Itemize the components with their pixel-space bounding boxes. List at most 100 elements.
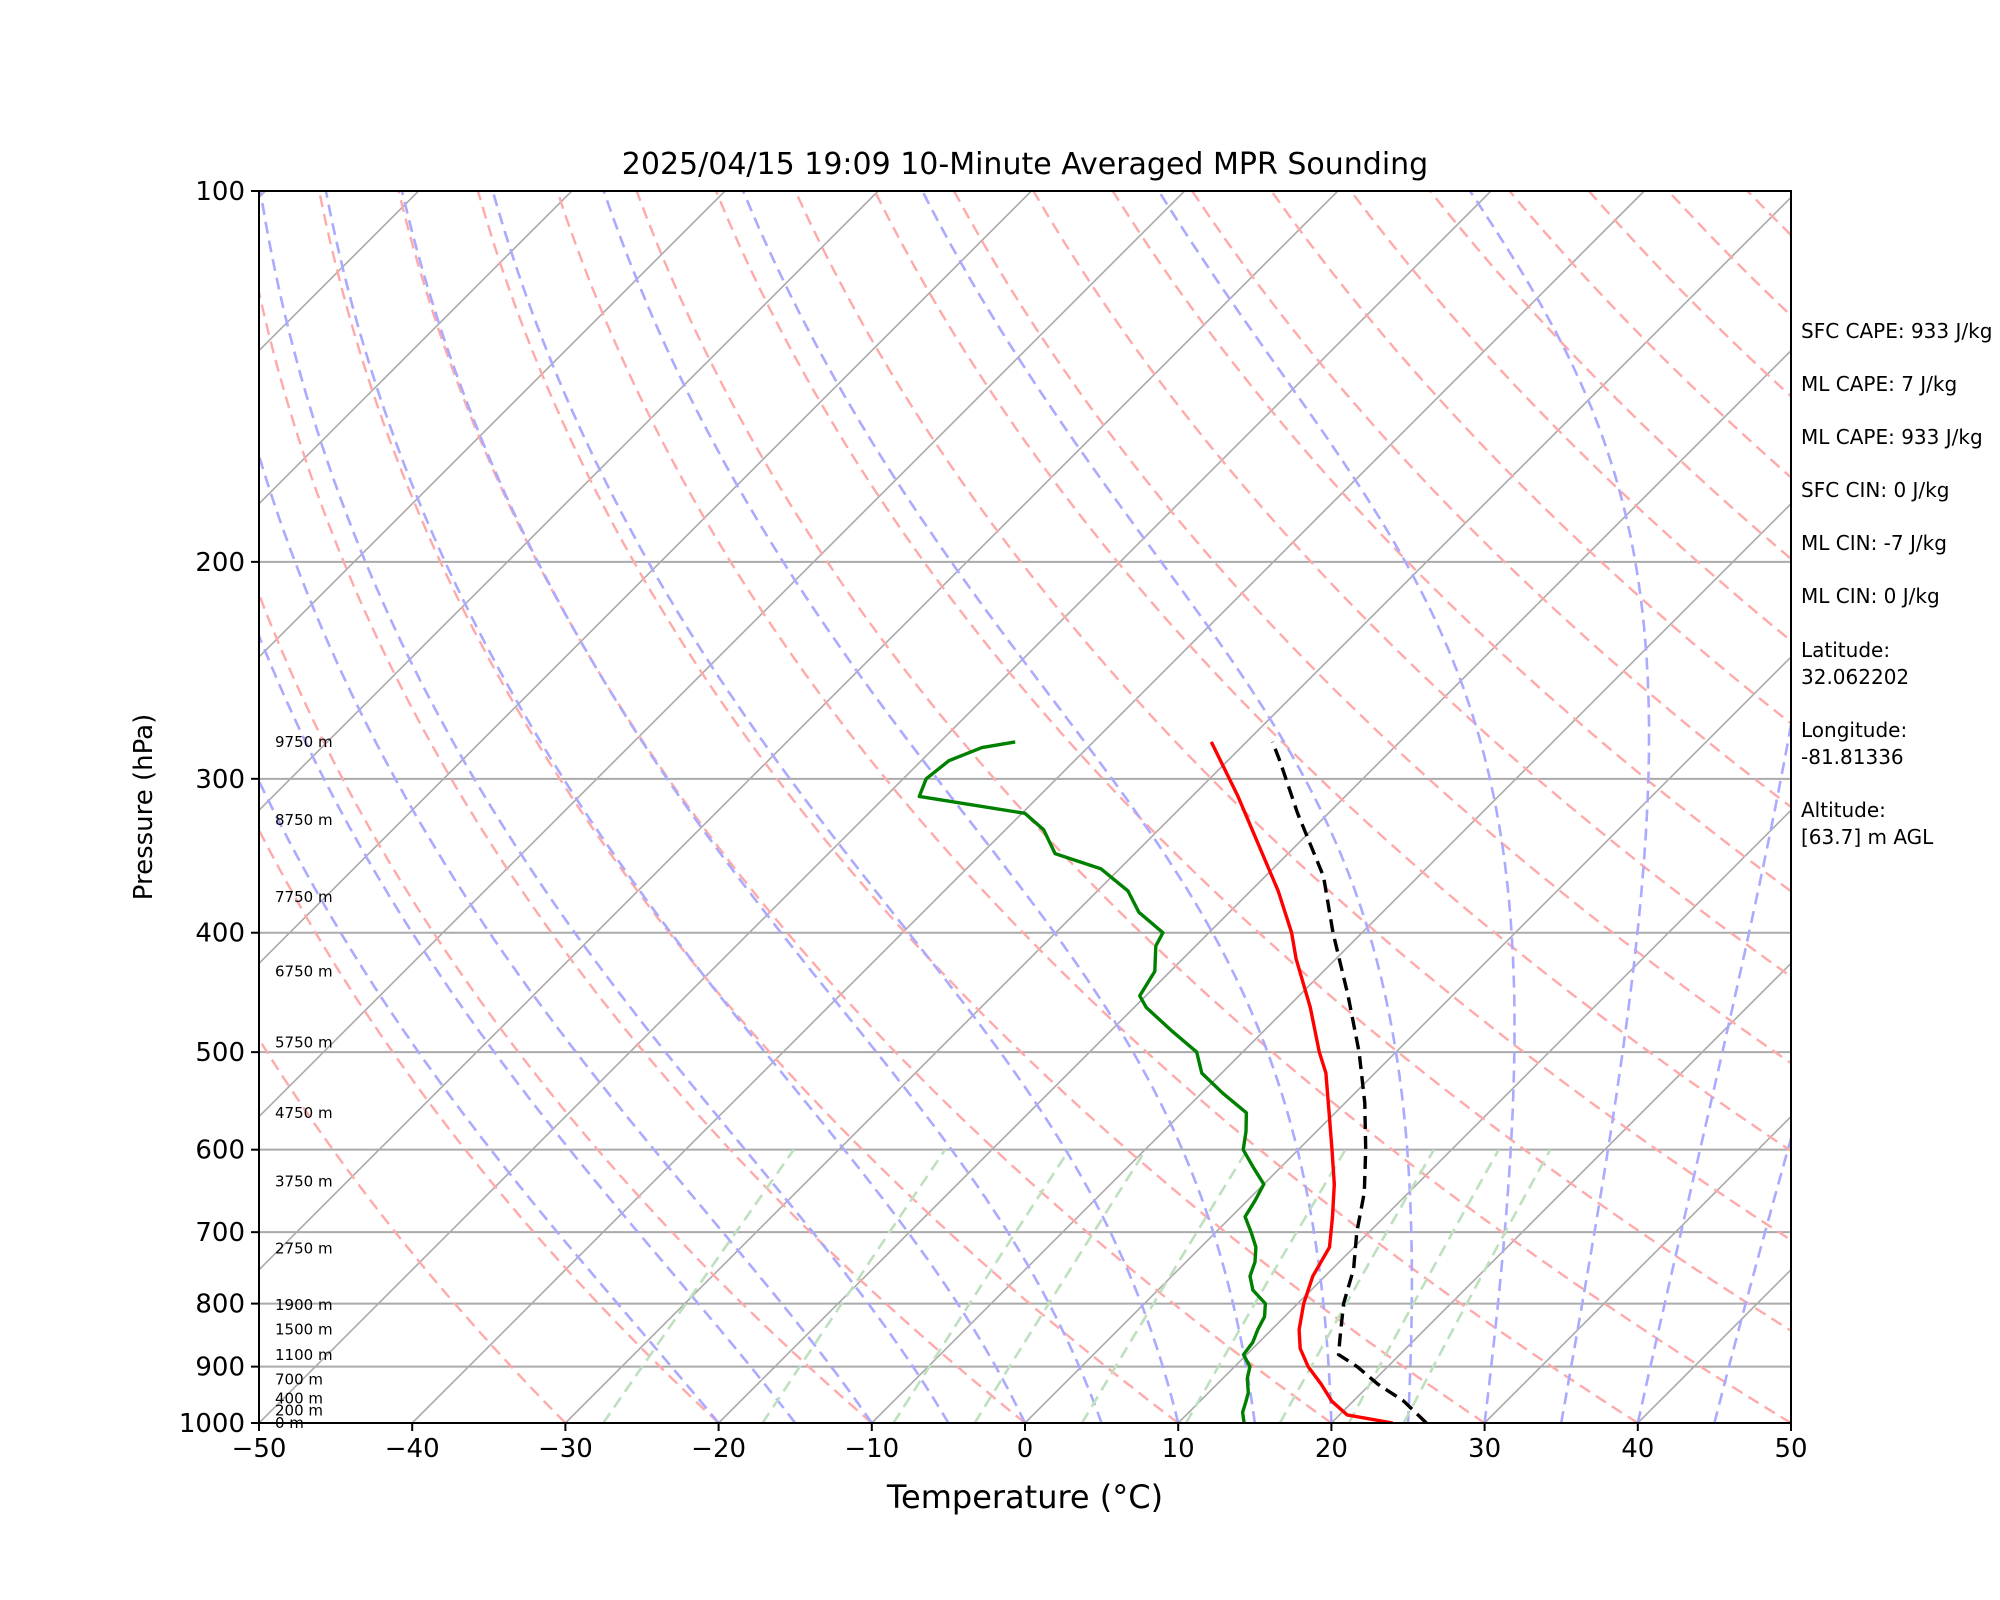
y-tick-label: 900: [195, 1353, 245, 1383]
moist-adiabat-lines: [259, 191, 1791, 1423]
height-label: 4750 m: [275, 1104, 333, 1122]
isotherm-line: [1330, 962, 1791, 1423]
sounding-profiles: [917, 740, 1428, 1423]
isotherm-line: [1177, 809, 1791, 1423]
mixing-ratio-line: [892, 1148, 1071, 1423]
x-tick-label: 30: [1468, 1434, 1501, 1464]
info-line: ML CIN: -7 J/kg: [1801, 531, 1947, 555]
moist-adiabat-line: [259, 451, 873, 1423]
moist-adiabat-line: [400, 191, 1103, 1423]
profile-line: [1209, 741, 1393, 1423]
isotherm-line: [259, 191, 1339, 1271]
height-label: 9750 m: [275, 733, 333, 751]
height-label: 7750 m: [275, 888, 333, 906]
mixing-ratio-line: [973, 1149, 1147, 1423]
height-label: 1900 m: [275, 1296, 333, 1314]
plot-frame: [258, 190, 1792, 1424]
moist-adiabat-line: [1468, 191, 1651, 1423]
y-tick-label: 600: [195, 1136, 245, 1166]
x-tick-label: −10: [844, 1434, 899, 1464]
dry-adiabat-line: [259, 286, 1026, 1423]
y-tick-label: 500: [195, 1038, 245, 1068]
info-line: Altitude:: [1801, 798, 1886, 822]
moist-adiabat-line: [491, 191, 1180, 1423]
height-label: 200 m: [275, 1402, 323, 1420]
isotherm-lines: [0, 191, 1791, 1423]
dry-adiabat-line: [714, 191, 1791, 1333]
height-label: 700 m: [275, 1371, 323, 1389]
isotherm-line: [259, 191, 879, 812]
moist-adiabat-line: [324, 191, 1027, 1423]
y-tick-label: 400: [195, 919, 245, 949]
moist-adiabat-line: [259, 632, 797, 1423]
isotherm-line: [564, 196, 1791, 1423]
info-line: Latitude:: [1801, 638, 1890, 662]
height-label: 2750 m: [275, 1240, 333, 1258]
isotherm-line: [0, 191, 112, 1423]
y-tick-label: 300: [195, 765, 245, 795]
isotherm-line: [411, 191, 1645, 1423]
dry-adiabat-line: [794, 191, 1791, 1242]
x-tick-label: −50: [232, 1434, 287, 1464]
info-line: ML CAPE: 7 J/kg: [1801, 372, 1957, 396]
profile-line: [917, 740, 1268, 1423]
profile-line: [1270, 741, 1428, 1423]
height-label: 1100 m: [275, 1346, 333, 1364]
isotherm-line: [259, 191, 1492, 1423]
y-tick-label: 800: [195, 1290, 245, 1320]
dry-adiabat-line: [556, 191, 1639, 1423]
info-line: ML CIN: 0 J/kg: [1801, 584, 1940, 608]
moist-adiabat-line: [1157, 191, 1516, 1423]
dry-adiabat-line: [259, 827, 720, 1423]
y-axis-label: Pressure (hPa): [129, 714, 159, 901]
dry-adiabat-line: [318, 191, 1179, 1423]
y-tick-label: 200: [195, 548, 245, 578]
info-line: 32.062202: [1801, 665, 1909, 689]
mixing-ratio-line: [1347, 1149, 1500, 1423]
isotherm-line: [1484, 1115, 1791, 1423]
isotherm-line: [259, 191, 573, 505]
y-tick-label: 1000: [179, 1409, 245, 1439]
dry-adiabat-line: [635, 191, 1791, 1423]
x-tick-label: −30: [538, 1434, 593, 1464]
x-tick-label: 20: [1315, 1434, 1348, 1464]
isotherm-line: [1024, 655, 1791, 1423]
background-lines: [0, 191, 1791, 1423]
x-tick-label: 0: [1017, 1434, 1034, 1464]
height-label: 0 m: [275, 1414, 304, 1432]
dry-adiabat-line: [259, 590, 873, 1423]
isotherm-line: [259, 191, 1032, 965]
isotherm-line: [259, 191, 1186, 1118]
height-label: 3750 m: [275, 1173, 333, 1191]
info-line: ML CAPE: 933 J/kg: [1801, 425, 1983, 449]
x-tick-label: 50: [1774, 1434, 1807, 1464]
y-axis: 100 200 300 400 500 600 700 800 900 1000: [179, 177, 259, 1439]
height-label: 400 m: [275, 1389, 323, 1407]
info-line: SFC CAPE: 933 J/kg: [1801, 319, 1992, 343]
x-axis-label: Temperature (°C): [886, 1478, 1163, 1516]
isotherm-line: [718, 349, 1791, 1423]
info-line: [63.7] m AGL: [1801, 825, 1934, 849]
mixing-ratio-line: [1402, 1149, 1552, 1423]
height-label: 5750 m: [275, 1033, 333, 1051]
isobar-lines: [259, 191, 1791, 1423]
x-tick-label: 10: [1162, 1434, 1195, 1464]
mixing-ratio-line: [1080, 1149, 1249, 1423]
mixing-ratio-line: [761, 1148, 947, 1423]
chart-title: 2025/04/15 19:09 10-Minute Averaged MPR …: [622, 147, 1428, 182]
mixing-ratio-line: [1278, 1149, 1436, 1423]
info-panel: SFC CAPE: 933 J/kg ML CAPE: 7 J/kg ML CAPE…: [1801, 319, 1992, 849]
moist-adiabat-line: [741, 191, 1333, 1423]
isotherm-line: [871, 502, 1791, 1423]
height-label: 1500 m: [275, 1321, 333, 1339]
moist-adiabat-line: [921, 191, 1414, 1423]
isotherm-line: [259, 191, 726, 659]
x-tick-label: −40: [385, 1434, 440, 1464]
moist-adiabat-line: [259, 191, 950, 1423]
mixing-ratio-line: [1184, 1149, 1347, 1423]
height-label: 6750 m: [275, 962, 333, 980]
y-tick-label: 700: [195, 1218, 245, 1248]
x-tick-label: −20: [691, 1434, 746, 1464]
